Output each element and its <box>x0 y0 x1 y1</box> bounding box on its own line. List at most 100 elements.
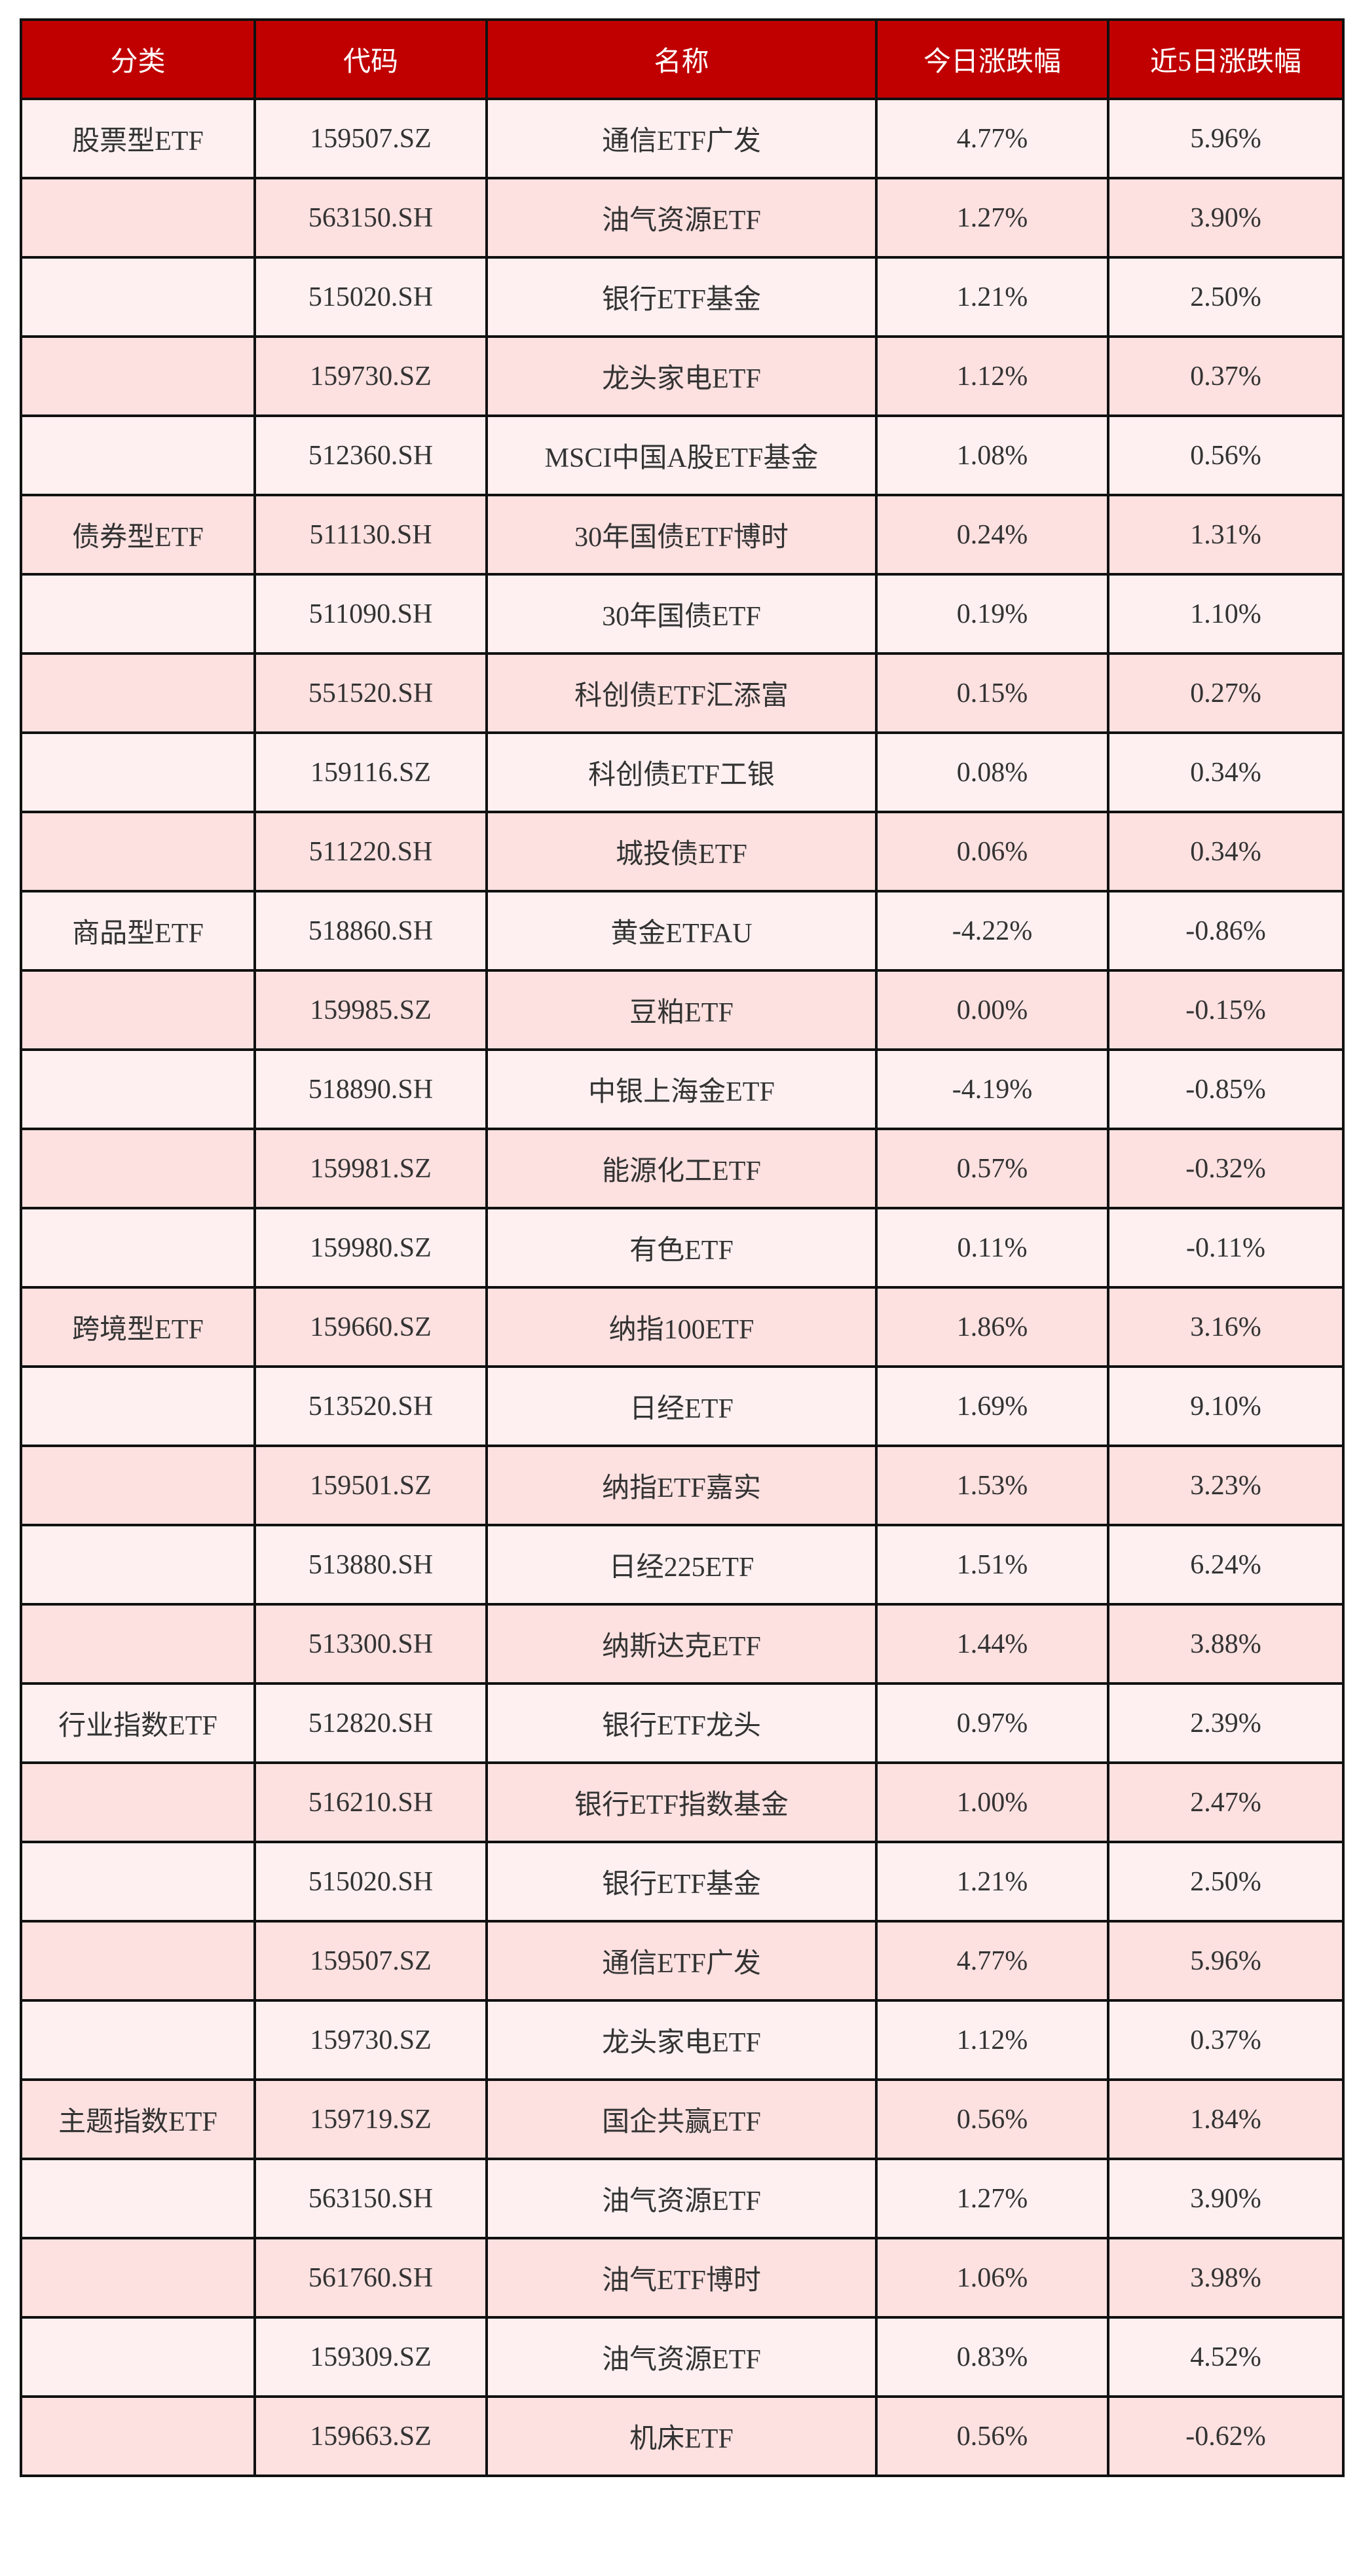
table-row: 563150.SH 油气资源ETF 1.27% 3.90% <box>20 2158 1345 2239</box>
cell-name: MSCI中国A股ETF基金 <box>485 414 878 496</box>
cell-code: 159663.SZ <box>253 2395 488 2477</box>
cell-code: 512360.SH <box>253 414 488 496</box>
table-row: 512360.SH MSCI中国A股ETF基金 1.08% 0.56% <box>20 414 1345 496</box>
table-row: 159663.SZ 机床ETF 0.56% -0.62% <box>20 2395 1345 2477</box>
cell-category <box>20 2237 256 2319</box>
cell-five-day-change: 9.10% <box>1107 1365 1345 1447</box>
cell-code: 159985.SZ <box>253 969 488 1051</box>
cell-category <box>20 1841 256 1923</box>
cell-code: 159730.SZ <box>253 1999 488 2081</box>
cell-code: 159507.SZ <box>253 1920 488 2002</box>
cell-category: 债券型ETF <box>20 494 256 576</box>
cell-name: 豆粕ETF <box>485 969 878 1051</box>
cell-today-change: 4.77% <box>875 1920 1109 2002</box>
cell-today-change: 0.11% <box>875 1207 1109 1289</box>
cell-category <box>20 969 256 1051</box>
cell-today-change: 0.57% <box>875 1128 1109 1209</box>
cell-five-day-change: 0.37% <box>1107 335 1345 417</box>
cell-code: 561760.SH <box>253 2237 488 2319</box>
table-row: 债券型ETF 511130.SH 30年国债ETF博时 0.24% 1.31% <box>20 494 1345 576</box>
cell-today-change: 1.21% <box>875 256 1109 338</box>
cell-code: 159116.SZ <box>253 731 488 813</box>
cell-five-day-change: -0.15% <box>1107 969 1345 1051</box>
cell-category <box>20 414 256 496</box>
cell-name: 银行ETF龙头 <box>485 1682 878 1764</box>
cell-category <box>20 811 256 892</box>
table-row: 513520.SH 日经ETF 1.69% 9.10% <box>20 1365 1345 1447</box>
cell-five-day-change: 0.37% <box>1107 1999 1345 2081</box>
cell-today-change: 1.27% <box>875 177 1109 259</box>
table-row: 159507.SZ 通信ETF广发 4.77% 5.96% <box>20 1920 1345 2002</box>
table-row: 行业指数ETF 512820.SH 银行ETF龙头 0.97% 2.39% <box>20 1682 1345 1764</box>
cell-code: 516210.SH <box>253 1761 488 1843</box>
cell-today-change: 1.51% <box>875 1524 1109 1606</box>
cell-five-day-change: 0.27% <box>1107 652 1345 734</box>
cell-five-day-change: 4.52% <box>1107 2316 1345 2398</box>
cell-name: 有色ETF <box>485 1207 878 1289</box>
cell-category <box>20 1048 256 1130</box>
cell-five-day-change: 3.98% <box>1107 2237 1345 2319</box>
cell-category <box>20 1444 256 1526</box>
cell-name: 中银上海金ETF <box>485 1048 878 1130</box>
cell-five-day-change: 6.24% <box>1107 1524 1345 1606</box>
cell-name: 日经225ETF <box>485 1524 878 1606</box>
cell-name: 银行ETF指数基金 <box>485 1761 878 1843</box>
cell-code: 563150.SH <box>253 177 488 259</box>
table-row: 513300.SH 纳斯达克ETF 1.44% 3.88% <box>20 1603 1345 1685</box>
cell-five-day-change: 1.10% <box>1107 573 1345 655</box>
cell-code: 515020.SH <box>253 1841 488 1923</box>
cell-five-day-change: 3.23% <box>1107 1444 1345 1526</box>
cell-category: 商品型ETF <box>20 890 256 972</box>
cell-five-day-change: 3.90% <box>1107 2158 1345 2239</box>
cell-today-change: 0.19% <box>875 573 1109 655</box>
table-row: 515020.SH 银行ETF基金 1.21% 2.50% <box>20 1841 1345 1923</box>
cell-category <box>20 256 256 338</box>
cell-category <box>20 1603 256 1685</box>
cell-today-change: 0.00% <box>875 969 1109 1051</box>
cell-name: 科创债ETF工银 <box>485 731 878 813</box>
cell-today-change: -4.19% <box>875 1048 1109 1130</box>
cell-category <box>20 1999 256 2081</box>
cell-five-day-change: 0.34% <box>1107 811 1345 892</box>
cell-code: 515020.SH <box>253 256 488 338</box>
cell-today-change: 0.15% <box>875 652 1109 734</box>
cell-name: 银行ETF基金 <box>485 256 878 338</box>
header-row: 分类 代码 名称 今日涨跌幅 近5日涨跌幅 <box>20 18 1345 100</box>
header-category: 分类 <box>20 18 256 100</box>
etf-performance-table: 分类 代码 名称 今日涨跌幅 近5日涨跌幅 股票型ETF 159507.SZ 通信ETF广发… <box>20 18 1345 2477</box>
cell-category <box>20 1920 256 2002</box>
table-row: 159980.SZ 有色ETF 0.11% -0.11% <box>20 1207 1345 1289</box>
cell-today-change: 1.12% <box>875 335 1109 417</box>
table-row: 518890.SH 中银上海金ETF -4.19% -0.85% <box>20 1048 1345 1130</box>
table-row: 561760.SH 油气ETF博时 1.06% 3.98% <box>20 2237 1345 2319</box>
cell-today-change: 0.83% <box>875 2316 1109 2398</box>
cell-code: 511220.SH <box>253 811 488 892</box>
cell-category: 主题指数ETF <box>20 2078 256 2160</box>
cell-today-change: 1.86% <box>875 1286 1109 1368</box>
cell-code: 159980.SZ <box>253 1207 488 1289</box>
table-row: 商品型ETF 518860.SH 黄金ETFAU -4.22% -0.86% <box>20 890 1345 972</box>
table-row: 511090.SH 30年国债ETF 0.19% 1.10% <box>20 573 1345 655</box>
cell-today-change: 0.56% <box>875 2078 1109 2160</box>
cell-name: 30年国债ETF <box>485 573 878 655</box>
cell-category <box>20 731 256 813</box>
cell-code: 511130.SH <box>253 494 488 576</box>
table-row: 515020.SH 银行ETF基金 1.21% 2.50% <box>20 256 1345 338</box>
cell-five-day-change: 5.96% <box>1107 1920 1345 2002</box>
cell-category <box>20 573 256 655</box>
cell-code: 513880.SH <box>253 1524 488 1606</box>
cell-category <box>20 177 256 259</box>
cell-today-change: 1.08% <box>875 414 1109 496</box>
cell-today-change: 0.08% <box>875 731 1109 813</box>
cell-code: 518890.SH <box>253 1048 488 1130</box>
cell-category: 股票型ETF <box>20 98 256 179</box>
cell-today-change: 1.44% <box>875 1603 1109 1685</box>
cell-name: 纳斯达克ETF <box>485 1603 878 1685</box>
cell-today-change: 1.69% <box>875 1365 1109 1447</box>
table-row: 159309.SZ 油气资源ETF 0.83% 4.52% <box>20 2316 1345 2398</box>
cell-name: 通信ETF广发 <box>485 1920 878 2002</box>
cell-category <box>20 2316 256 2398</box>
table-row: 516210.SH 银行ETF指数基金 1.00% 2.47% <box>20 1761 1345 1843</box>
cell-five-day-change: 0.34% <box>1107 731 1345 813</box>
cell-today-change: 1.06% <box>875 2237 1109 2319</box>
